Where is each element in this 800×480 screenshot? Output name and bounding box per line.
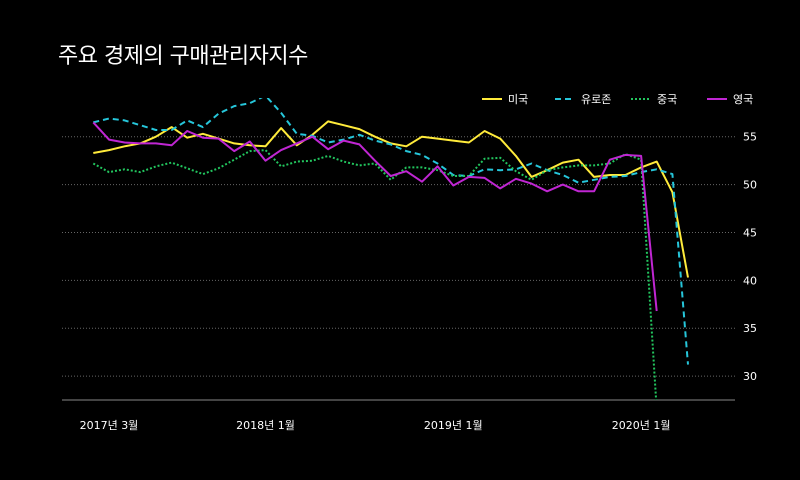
- x-axis-ticks: 2017년 3월 2018년 1월 2019년 1월 2020년 1월: [80, 419, 671, 432]
- x-tick-label: 2020년 1월: [612, 419, 671, 432]
- y-axis-ticks: 30 35 40 45 50 55: [743, 131, 757, 383]
- legend-label: 유로존: [581, 93, 611, 106]
- series-line-2: [92, 149, 658, 400]
- series-lines: [92, 98, 689, 400]
- legend-label: 미국: [508, 93, 528, 106]
- legend-label: 영국: [733, 93, 753, 106]
- y-tick-label: 40: [743, 274, 757, 287]
- legend-label: 중국: [657, 93, 677, 106]
- x-tick-label: 2017년 3월: [80, 419, 139, 432]
- series-line-1: [93, 98, 689, 365]
- grid: [62, 136, 735, 401]
- y-tick-label: 30: [743, 370, 757, 383]
- y-tick-label: 55: [743, 131, 757, 144]
- x-tick-label: 2019년 1월: [424, 419, 483, 432]
- chart-title: 주요 경제의 구매관리자지수: [58, 44, 308, 69]
- y-tick-label: 45: [743, 226, 757, 239]
- y-tick-label: 35: [743, 322, 757, 335]
- x-tick-label: 2018년 1월: [236, 419, 295, 432]
- y-tick-label: 50: [743, 179, 757, 192]
- series-line-3: [92, 121, 658, 312]
- legend: 미국 유로존 중국 영국: [482, 93, 753, 106]
